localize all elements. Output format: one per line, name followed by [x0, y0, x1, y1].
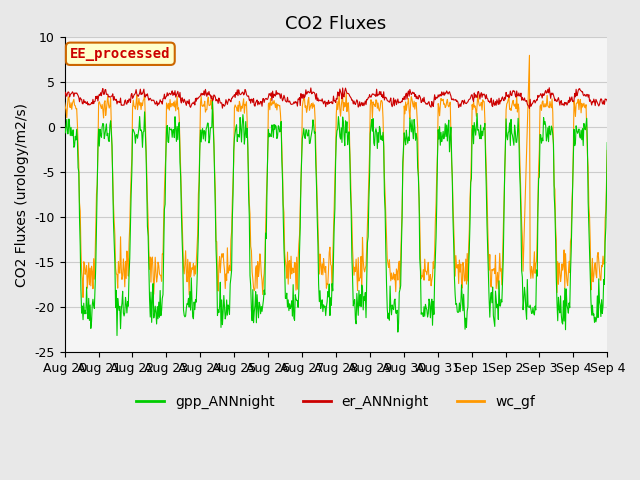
Legend: gpp_ANNnight, er_ANNnight, wc_gf: gpp_ANNnight, er_ANNnight, wc_gf: [131, 389, 541, 415]
Text: EE_processed: EE_processed: [70, 47, 171, 61]
Title: CO2 Fluxes: CO2 Fluxes: [285, 15, 387, 33]
Y-axis label: CO2 Fluxes (urology/m2/s): CO2 Fluxes (urology/m2/s): [15, 103, 29, 287]
